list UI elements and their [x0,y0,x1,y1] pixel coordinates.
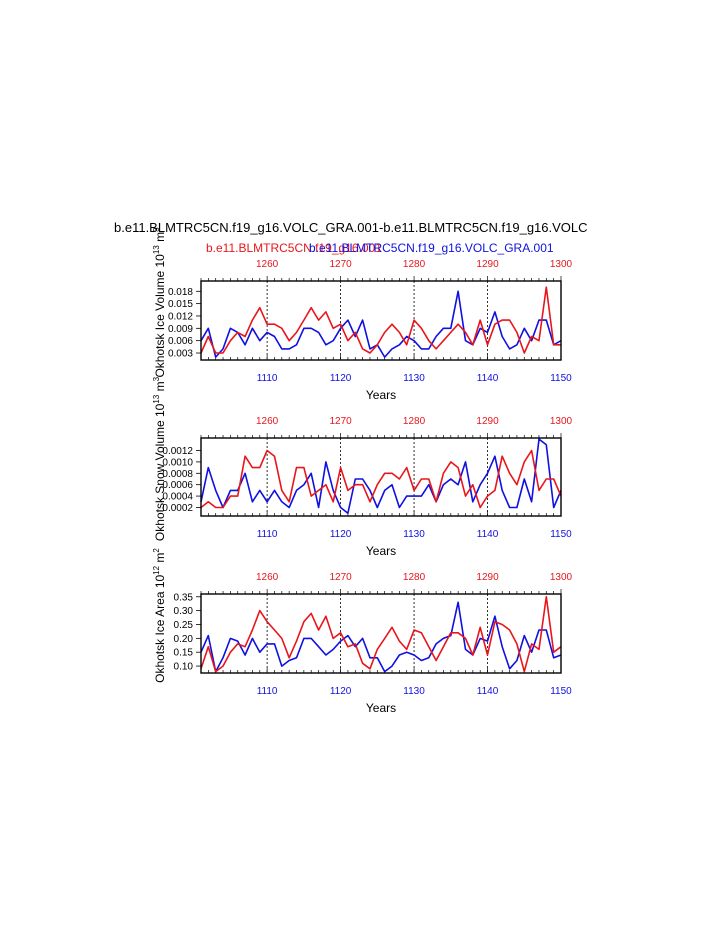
x-tick-label: 1140 [477,686,499,697]
series-line-red [200,286,561,354]
y-tick-label: 0.006 [168,336,193,347]
x-tick-label: 1130 [403,373,425,384]
y-tick-label: 0.20 [174,634,194,645]
series-line-blue [200,290,562,358]
x-tick-label-top: 1280 [403,259,426,270]
panel-2: 1110 1120 1130 1140 1150 1260 1270 1280 1290 1300… [152,376,573,558]
x-tick-label-top: 1260 [256,572,279,583]
x-tick-label-top: 1300 [550,416,573,427]
panel-3: 1110 1120 1130 1140 1150 1260 1270 1280 1290 1300… [152,548,573,715]
x-tick-label-top: 1270 [329,416,352,427]
x-tick-label: 1110 [257,373,278,384]
y-axis-label: Okhotsk Snow Volume 1013 m3 [152,376,167,541]
y-tick-label: 0.0008 [162,469,193,480]
chart-title: b.e11.BLMTRC5CN.f19_g16.VOLC_GRA.001-b.e… [114,220,588,235]
x-axis-label: Years [366,388,396,402]
x-tick-label-top: 1290 [476,416,499,427]
panels: 1110 1120 1130 1140 1150 1260 1270 1280 1290 1300… [152,227,573,715]
y-tick-label: 0.015 [168,299,193,310]
y-tick-label: 0.0010 [162,457,193,468]
y-tick-label: 0.35 [174,592,194,603]
x-tick-label: 1130 [403,686,425,697]
y-tick-label: 0.30 [174,606,194,617]
x-tick-label-top: 1280 [403,572,426,583]
series-line-red [200,449,562,509]
plot-frame [200,593,562,674]
x-tick-label-top: 1300 [550,259,573,270]
x-tick-label: 1150 [550,686,572,697]
y-axis-label: Okhotsk Ice Volume 1013 m3 [152,227,167,378]
y-tick-label: 0.0006 [162,480,193,491]
y-tick-label: 0.0002 [162,503,193,514]
x-tick-label: 1110 [257,529,278,540]
series-line-blue [200,438,562,515]
x-tick-label-top: 1260 [256,416,279,427]
legend-red-label: b.e11.BLMTRC5CN.f19_g16.001 [206,241,382,255]
x-tick-label-top: 1300 [550,572,573,583]
x-axis-label: Years [366,544,396,558]
x-tick-label: 1110 [257,686,278,697]
x-tick-label: 1120 [330,529,352,540]
y-tick-label: 0.0004 [162,492,193,503]
y-tick-label: 0.10 [174,662,194,673]
x-tick-label-top: 1270 [329,572,352,583]
x-tick-label: 1140 [477,373,499,384]
x-tick-label-top: 1280 [403,416,426,427]
y-tick-label: 0.018 [168,287,193,298]
y-tick-label: 0.15 [174,648,194,659]
y-tick-label: 0.25 [174,620,194,631]
y-tick-label: 0.0012 [162,446,193,457]
x-tick-label-top: 1260 [256,259,279,270]
x-tick-label: 1130 [403,529,425,540]
y-tick-label: 0.009 [168,324,193,335]
plot-frame [200,280,562,361]
x-tick-label-top: 1270 [329,259,352,270]
x-tick-label: 1150 [550,529,572,540]
x-tick-label-top: 1290 [476,572,499,583]
y-tick-label: 0.003 [168,349,193,360]
legend-blue-label: b.e11.BLMTRC5CN.f19_g16.VOLC_GRA.001 [309,241,554,255]
plot-frame [200,437,562,517]
x-tick-label: 1150 [550,373,572,384]
series-line-red [200,595,562,673]
x-axis-label: Years [366,701,396,715]
x-tick-label: 1140 [477,529,499,540]
y-tick-label: 0.012 [168,311,193,322]
x-tick-label-top: 1290 [476,259,499,270]
x-tick-label: 1120 [330,373,352,384]
y-axis-label: Okhotsk Ice Area 1012 m2 [152,548,167,683]
x-tick-label: 1120 [330,686,352,697]
series-line-blue [200,601,562,673]
panel-1: 1110 1120 1130 1140 1150 1260 1270 1280 1290 1300… [152,227,573,402]
